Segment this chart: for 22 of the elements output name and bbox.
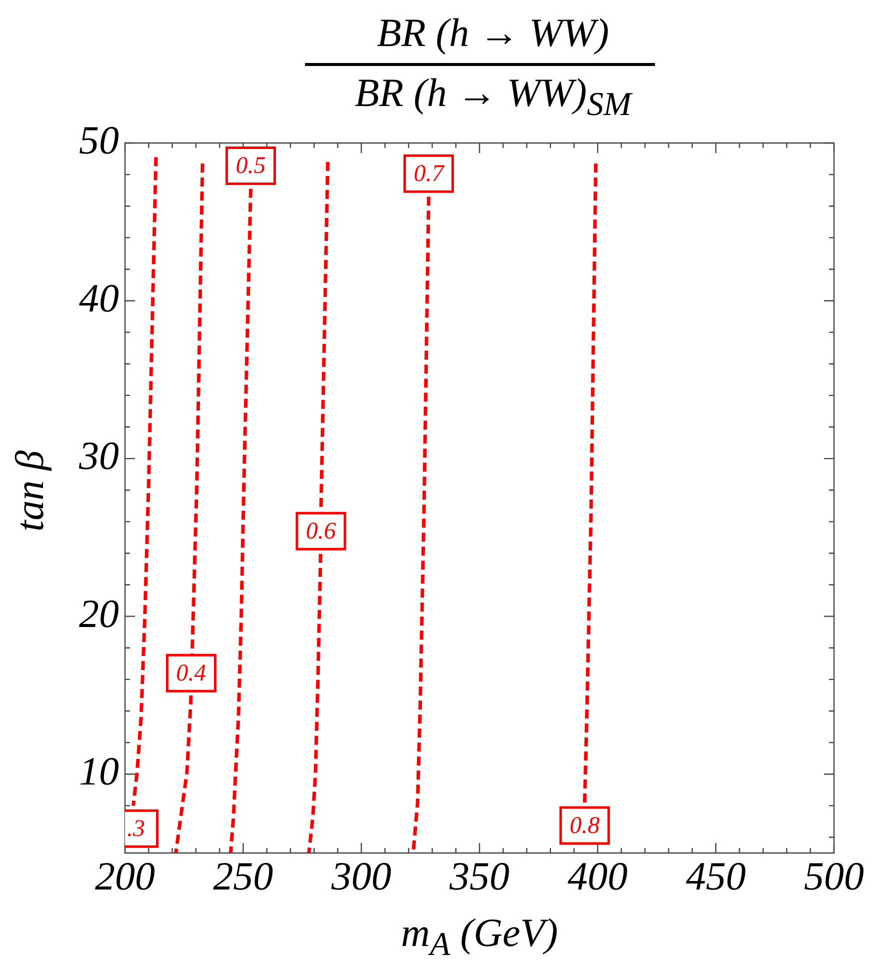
x-tick-label: 500: [804, 854, 864, 899]
y-tick-label: 40: [79, 275, 119, 320]
annotation: 0.6: [306, 518, 336, 544]
chart-title: BR (h → WW): [376, 10, 610, 56]
x-tick-label: 350: [448, 854, 510, 899]
x-axis-title: m$_{A}$ (GeV): [400, 910, 559, 963]
y-tick-label: 50: [79, 118, 119, 163]
x-tick-label: 200: [95, 854, 155, 899]
annotation: 0.4: [176, 660, 206, 686]
annotation: 0.5: [236, 153, 266, 180]
x-tick-label: 400: [568, 854, 628, 899]
x-tick-label: 450: [686, 854, 746, 899]
annotation: .3: [127, 816, 145, 842]
x-tick-label: 300: [330, 854, 392, 899]
chart-subtitle: BR (h → WW)$_{SM}$: [354, 70, 634, 125]
y-tick-label: 10: [79, 748, 119, 794]
y-tick-label: 20: [79, 590, 119, 636]
x-tick-label: 250: [213, 854, 274, 899]
annotation: 0.7: [414, 160, 445, 187]
annotation: 0.8: [570, 812, 600, 839]
y-tick-label: 30: [78, 433, 119, 478]
y-axis-title: tan β: [7, 449, 53, 534]
